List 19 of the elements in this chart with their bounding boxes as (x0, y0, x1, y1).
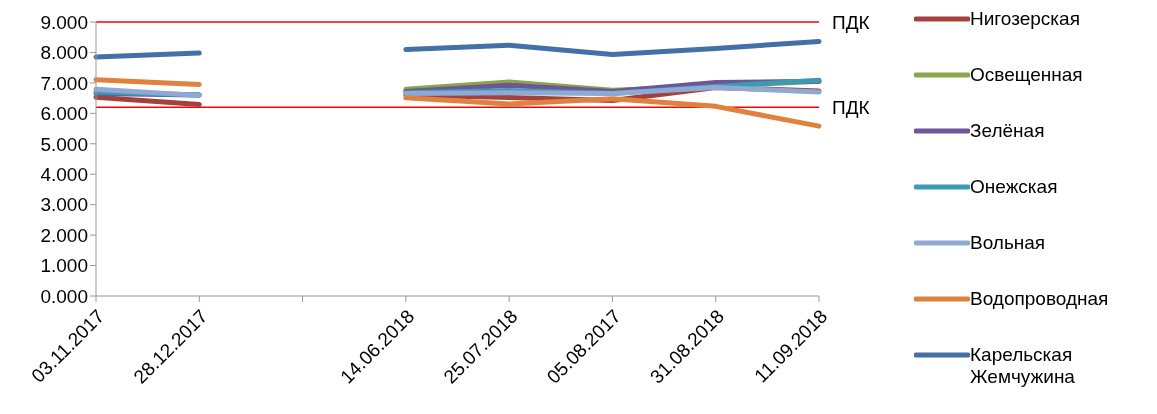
y-tick-label: 2.000 (40, 224, 88, 246)
legend-label: Вольная (970, 232, 1046, 254)
legend-label: Карельская Жемчужина (970, 344, 1076, 388)
ref-line-label: ПДК (832, 11, 870, 33)
y-tick-label: 6.000 (40, 103, 88, 125)
y-tick-label: 8.000 (40, 42, 88, 64)
legend-label: Освещенная (970, 64, 1083, 86)
y-tick-label: 5.000 (40, 133, 88, 155)
y-tick-label: 1.000 (40, 255, 88, 277)
y-tick-label: 0.000 (40, 285, 88, 307)
legend-label: Зелёная (970, 120, 1045, 142)
ref-line-label: ПДК (832, 96, 870, 118)
legend-label: Онежская (970, 176, 1058, 198)
legend-label: Нигозерская (970, 8, 1080, 30)
y-tick-label: 4.000 (40, 163, 88, 185)
y-tick-label: 9.000 (40, 11, 88, 33)
legend-label: Водопроводная (970, 288, 1109, 310)
y-tick-label: 7.000 (40, 72, 88, 94)
y-tick-label: 3.000 (40, 194, 88, 216)
